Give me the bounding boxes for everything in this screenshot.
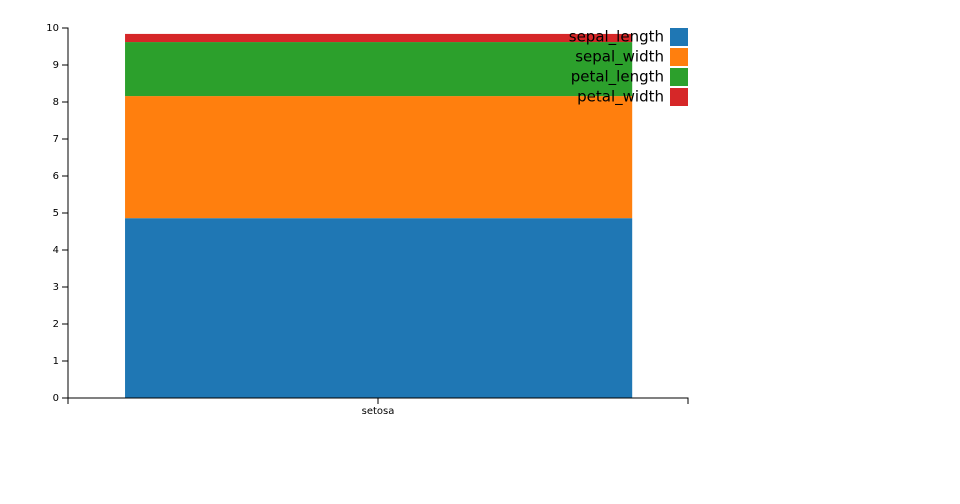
y-tick-label: 1 bbox=[53, 356, 59, 367]
y-tick-label: 4 bbox=[53, 245, 59, 256]
y-tick-label: 9 bbox=[53, 60, 59, 71]
legend-label: sepal_length bbox=[569, 28, 664, 47]
legend-swatch bbox=[670, 68, 688, 86]
y-tick-label: 5 bbox=[53, 208, 59, 219]
legend-swatch bbox=[670, 48, 688, 66]
bar-segment bbox=[125, 33, 633, 43]
y-tick-label: 7 bbox=[53, 134, 59, 145]
y-tick-label: 3 bbox=[53, 282, 59, 293]
x-tick-label: setosa bbox=[362, 406, 395, 417]
bar-segment bbox=[125, 218, 633, 398]
legend-swatch bbox=[670, 88, 688, 106]
legend-label: petal_width bbox=[577, 88, 664, 107]
legend-label: sepal_width bbox=[575, 48, 664, 67]
y-tick-label: 6 bbox=[53, 171, 59, 182]
y-tick-label: 8 bbox=[53, 97, 59, 108]
y-tick-label: 2 bbox=[53, 319, 59, 330]
x-axis bbox=[67, 397, 689, 404]
y-tick-label: 0 bbox=[53, 393, 59, 404]
legend-label: petal_length bbox=[571, 68, 664, 87]
legend-swatch bbox=[670, 28, 688, 46]
y-tick-label: 10 bbox=[46, 23, 59, 34]
bar-segment bbox=[125, 96, 633, 219]
bar-segment bbox=[125, 42, 633, 97]
